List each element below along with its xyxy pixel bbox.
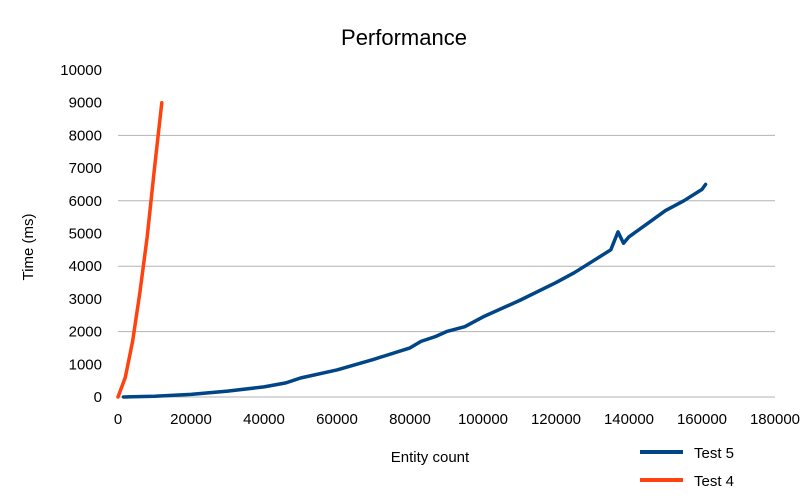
y-tick-label: 4000 <box>69 258 102 275</box>
gridlines <box>118 134 775 398</box>
series-line-test-4 <box>116 100 164 399</box>
y-tick-labels: 0 1000 2000 3000 4000 5000 6000 7000 8000 9000 100… <box>60 62 102 406</box>
x-axis-label: Entity count <box>391 449 470 466</box>
series-lines <box>116 100 708 399</box>
x-tick-label: 180000 <box>750 411 800 428</box>
x-tick-label: 0 <box>114 411 122 428</box>
x-tick-label: 120000 <box>531 411 581 428</box>
x-tick-label: 60000 <box>316 411 358 428</box>
y-tick-label: 6000 <box>69 193 102 210</box>
x-tick-label: 80000 <box>389 411 431 428</box>
x-tick-label: 140000 <box>604 411 654 428</box>
y-axis-label: Time (ms) <box>20 214 37 281</box>
y-tick-label: 3000 <box>69 291 102 308</box>
y-tick-label: 0 <box>94 389 102 406</box>
legend-label: Test 4 <box>694 473 734 490</box>
y-tick-label: 10000 <box>60 62 102 79</box>
x-tick-label: 160000 <box>677 411 727 428</box>
chart-title: Performance <box>341 25 467 50</box>
legend: Test 5 Test 4 <box>640 445 734 490</box>
series-line-test-5 <box>121 182 708 399</box>
x-tick-label: 20000 <box>170 411 212 428</box>
x-tick-labels: 0 20000 40000 60000 80000 100000 120000 140000 1… <box>114 411 800 428</box>
y-tick-label: 2000 <box>69 324 102 341</box>
x-tick-label: 100000 <box>458 411 508 428</box>
y-tick-label: 9000 <box>69 95 102 112</box>
legend-label: Test 5 <box>694 445 734 462</box>
x-tick-label: 40000 <box>243 411 285 428</box>
y-tick-label: 8000 <box>69 127 102 144</box>
y-tick-label: 1000 <box>69 356 102 373</box>
y-tick-label: 7000 <box>69 160 102 177</box>
y-tick-label: 5000 <box>69 226 102 243</box>
